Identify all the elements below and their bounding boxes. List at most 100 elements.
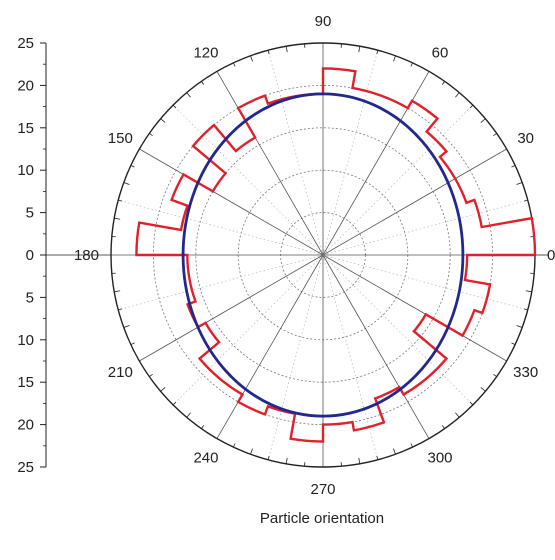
ring-tick xyxy=(358,457,361,464)
ring-tick xyxy=(250,55,253,62)
ring-tick xyxy=(410,62,413,67)
grid-spoke xyxy=(216,254,324,439)
ring-tick xyxy=(376,455,379,460)
ring-tick xyxy=(441,81,445,85)
fit-ellipse xyxy=(181,92,465,418)
radial-tick-label: 20 xyxy=(17,417,34,434)
ring-tick xyxy=(511,342,516,345)
angle-label-60: 60 xyxy=(432,44,449,61)
ring-tick xyxy=(511,165,516,168)
ring-tick xyxy=(376,50,379,55)
grid-spoke xyxy=(322,50,379,256)
grid-spoke xyxy=(139,148,324,256)
grid-spoke xyxy=(172,104,324,256)
angle-label-180: 180 xyxy=(74,247,99,264)
grid-spoke xyxy=(322,254,379,460)
ring-tick xyxy=(523,308,528,311)
grid-spoke xyxy=(139,254,324,362)
ring-tick xyxy=(480,387,486,392)
angle-label-120: 120 xyxy=(193,44,218,61)
angle-label-0: 0 xyxy=(547,247,555,264)
ring-tick xyxy=(172,401,177,406)
ring-tick xyxy=(455,92,460,98)
ring-tick xyxy=(267,455,270,460)
ring-tick xyxy=(469,401,474,406)
grid-spoke xyxy=(216,71,324,256)
radial-tick-label: 10 xyxy=(17,162,34,179)
grid-spoke xyxy=(322,71,430,256)
ring-tick xyxy=(393,448,396,455)
radial-tick-label: 15 xyxy=(17,120,34,137)
data-series xyxy=(135,67,537,443)
grid-spoke xyxy=(172,254,324,406)
ring-tick xyxy=(441,425,445,429)
angle-label-270: 270 xyxy=(310,481,335,498)
angle-label-240: 240 xyxy=(193,450,218,467)
ring-tick xyxy=(149,133,153,137)
radial-tick-label: 5 xyxy=(26,205,34,222)
grid-spoke xyxy=(118,199,324,256)
ring-tick xyxy=(149,373,153,377)
angle-label-210: 210 xyxy=(108,364,133,381)
ring-tick xyxy=(469,104,474,109)
ring-tick xyxy=(186,92,191,98)
ring-tick xyxy=(118,199,123,202)
ring-tick xyxy=(358,46,361,53)
grid-spoke xyxy=(322,254,474,406)
grid-spoke xyxy=(322,148,507,256)
ring-tick xyxy=(250,448,253,455)
radial-tick-label: 10 xyxy=(17,332,34,349)
ring-tick xyxy=(114,217,121,220)
ring-tick xyxy=(130,342,135,345)
ring-tick xyxy=(172,104,177,109)
ring-tick xyxy=(525,290,532,293)
ring-tick xyxy=(201,81,205,85)
angle-label-300: 300 xyxy=(428,450,453,467)
ring-tick xyxy=(160,387,166,392)
ring-tick xyxy=(516,325,523,328)
radial-tick-label: 0 xyxy=(26,247,34,264)
ring-tick xyxy=(233,62,236,67)
ring-tick xyxy=(516,182,523,185)
ring-tick xyxy=(285,46,288,53)
grid-spoke xyxy=(322,104,474,256)
angle-label-150: 150 xyxy=(108,130,133,147)
radial-tick-label: 25 xyxy=(17,35,34,52)
ring-tick xyxy=(393,55,396,62)
grid-spoke xyxy=(322,254,528,311)
ring-tick xyxy=(186,412,191,418)
ring-tick xyxy=(130,165,135,168)
radial-tick-label: 15 xyxy=(17,374,34,391)
radial-axis: 25 20 15 10 5 0 5 10 15 20 25 xyxy=(17,35,548,476)
grid-spoke xyxy=(322,254,507,362)
ring-tick xyxy=(201,425,205,429)
ring-tick xyxy=(114,290,121,293)
angle-label-90: 90 xyxy=(315,13,332,30)
angle-label-30: 30 xyxy=(517,130,534,147)
ring-tick xyxy=(123,182,130,185)
grid-spoke xyxy=(322,254,430,439)
grid-spoke xyxy=(267,254,324,460)
ring-tick xyxy=(493,133,497,137)
ring-tick xyxy=(160,118,166,123)
ring-tick xyxy=(285,457,288,464)
radial-tick-label: 5 xyxy=(26,289,34,306)
ring-tick xyxy=(118,308,123,311)
ring-tick xyxy=(480,118,486,123)
ring-tick xyxy=(267,50,270,55)
x-axis-label: Particle orientation xyxy=(260,510,384,527)
radial-tick-label: 25 xyxy=(17,459,34,476)
angle-label-330: 330 xyxy=(513,364,538,381)
ring-tick xyxy=(493,373,497,377)
ring-tick xyxy=(233,443,236,448)
ring-tick xyxy=(455,412,460,418)
ring-tick xyxy=(523,199,528,202)
angular-tick-labels: 0 30 60 90 120 150 180 210 240 270 300 330 xyxy=(74,13,555,498)
grid-spoke xyxy=(118,254,324,311)
ring-tick xyxy=(123,325,130,328)
radial-tick-label: 20 xyxy=(17,77,34,94)
ring-tick xyxy=(410,443,413,448)
grid-spoke xyxy=(322,199,528,256)
grid-spoke xyxy=(267,50,324,256)
